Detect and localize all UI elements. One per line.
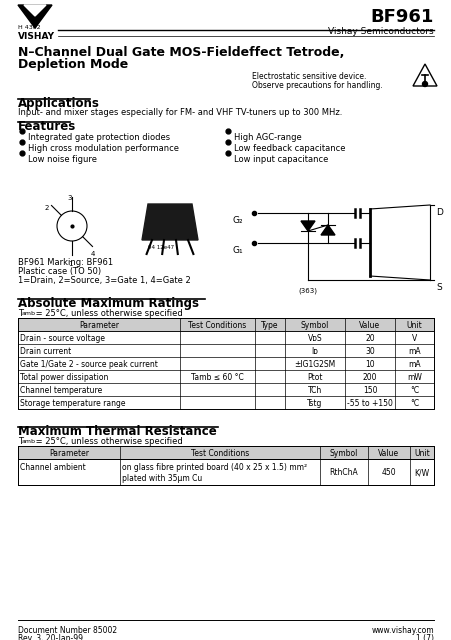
Text: plated with 35μm Cu: plated with 35μm Cu xyxy=(122,474,202,483)
Text: 4: 4 xyxy=(91,252,95,257)
Circle shape xyxy=(422,81,427,86)
Text: Electrostatic sensitive device.: Electrostatic sensitive device. xyxy=(252,72,366,81)
Text: Low feedback capacitance: Low feedback capacitance xyxy=(234,144,345,153)
Text: on glass fibre printed board (40 x 25 x 1.5) mm²: on glass fibre printed board (40 x 25 x … xyxy=(122,463,306,472)
Text: Rev. 3, 20-Jan-99: Rev. 3, 20-Jan-99 xyxy=(18,634,83,640)
Text: °C: °C xyxy=(409,386,418,395)
Text: TCh: TCh xyxy=(307,386,322,395)
Text: Vishay Semiconductors: Vishay Semiconductors xyxy=(327,27,433,36)
Text: D: D xyxy=(435,208,442,217)
Polygon shape xyxy=(142,204,198,240)
Text: 1 (7): 1 (7) xyxy=(415,634,433,640)
Bar xyxy=(18,446,433,459)
Text: Storage temperature range: Storage temperature range xyxy=(20,399,125,408)
Text: RthChA: RthChA xyxy=(329,468,358,477)
Text: K/W: K/W xyxy=(414,468,428,477)
Text: = 25°C, unless otherwise specified: = 25°C, unless otherwise specified xyxy=(33,437,182,446)
Text: Tstg: Tstg xyxy=(307,399,322,408)
Text: Test Conditions: Test Conditions xyxy=(188,321,246,330)
Text: T: T xyxy=(18,437,23,446)
Text: ±IG1G2SM: ±IG1G2SM xyxy=(294,360,335,369)
Text: Unit: Unit xyxy=(406,321,421,330)
Text: mA: mA xyxy=(407,360,420,369)
Text: Maximum Thermal Resistance: Maximum Thermal Resistance xyxy=(18,425,216,438)
Polygon shape xyxy=(320,225,334,235)
Text: Gate 1/Gate 2 - source peak current: Gate 1/Gate 2 - source peak current xyxy=(20,360,157,369)
Text: = 25°C, unless otherwise specified: = 25°C, unless otherwise specified xyxy=(33,309,182,318)
Text: (363): (363) xyxy=(297,288,316,294)
Text: mW: mW xyxy=(406,373,421,382)
Text: 1: 1 xyxy=(68,261,72,267)
Text: Iᴅ: Iᴅ xyxy=(311,347,318,356)
Text: Drain current: Drain current xyxy=(20,347,71,356)
Text: 20: 20 xyxy=(364,334,374,343)
Text: 450: 450 xyxy=(381,468,396,477)
Text: 200: 200 xyxy=(362,373,377,382)
Text: G₁: G₁ xyxy=(232,246,243,255)
Text: Document Number 85002: Document Number 85002 xyxy=(18,626,117,635)
Text: Value: Value xyxy=(377,449,399,458)
Polygon shape xyxy=(24,5,46,16)
Text: Absolute Maximum Ratings: Absolute Maximum Ratings xyxy=(18,297,198,310)
Text: 94 12e47: 94 12e47 xyxy=(147,245,174,250)
Text: amb: amb xyxy=(22,311,36,316)
Text: Depletion Mode: Depletion Mode xyxy=(18,58,128,71)
Bar xyxy=(18,318,433,331)
Polygon shape xyxy=(18,5,52,28)
Text: BF961: BF961 xyxy=(370,8,433,26)
Text: VᴅS: VᴅS xyxy=(307,334,322,343)
Text: Input- and mixer stages especially for FM- and VHF TV-tuners up to 300 MHz.: Input- and mixer stages especially for F… xyxy=(18,108,341,117)
Text: 3: 3 xyxy=(68,195,72,201)
Bar xyxy=(18,459,433,485)
Text: T: T xyxy=(18,309,23,318)
Text: High cross modulation performance: High cross modulation performance xyxy=(28,144,179,153)
Text: 10: 10 xyxy=(364,360,374,369)
Text: BF961 Marking: BF961: BF961 Marking: BF961 xyxy=(18,258,113,267)
Text: Low noise figure: Low noise figure xyxy=(28,155,97,164)
Text: Tamb ≤ 60 °C: Tamb ≤ 60 °C xyxy=(191,373,244,382)
Text: Unit: Unit xyxy=(413,449,429,458)
Text: Drain - source voltage: Drain - source voltage xyxy=(20,334,105,343)
Text: V: V xyxy=(411,334,416,343)
Text: Features: Features xyxy=(18,120,76,133)
Text: N–Channel Dual Gate MOS-Fieldeffect Tetrode,: N–Channel Dual Gate MOS-Fieldeffect Tetr… xyxy=(18,46,344,59)
Text: Parameter: Parameter xyxy=(79,321,119,330)
Polygon shape xyxy=(300,221,314,231)
Text: Type: Type xyxy=(261,321,278,330)
Text: Total power dissipation: Total power dissipation xyxy=(20,373,108,382)
Text: 1=Drain, 2=Source, 3=Gate 1, 4=Gate 2: 1=Drain, 2=Source, 3=Gate 1, 4=Gate 2 xyxy=(18,276,190,285)
Text: 150: 150 xyxy=(362,386,377,395)
Text: Value: Value xyxy=(359,321,380,330)
Text: 2: 2 xyxy=(44,205,49,211)
Text: S: S xyxy=(435,283,441,292)
Text: -55 to +150: -55 to +150 xyxy=(346,399,392,408)
Text: Plastic case (TO 50): Plastic case (TO 50) xyxy=(18,267,101,276)
Bar xyxy=(18,318,433,409)
Text: 30: 30 xyxy=(364,347,374,356)
Text: High AGC-range: High AGC-range xyxy=(234,133,301,142)
Text: Low input capacitance: Low input capacitance xyxy=(234,155,327,164)
Text: °C: °C xyxy=(409,399,418,408)
Text: Channel temperature: Channel temperature xyxy=(20,386,102,395)
Text: Symbol: Symbol xyxy=(329,449,357,458)
Text: Applications: Applications xyxy=(18,97,100,110)
Text: H 4302: H 4302 xyxy=(18,25,41,30)
Text: Integrated gate protection diodes: Integrated gate protection diodes xyxy=(28,133,170,142)
Text: G₂: G₂ xyxy=(232,216,243,225)
Text: Ptot: Ptot xyxy=(307,373,322,382)
Text: Test Conditions: Test Conditions xyxy=(190,449,249,458)
Text: Observe precautions for handling.: Observe precautions for handling. xyxy=(252,81,382,90)
Text: Symbol: Symbol xyxy=(300,321,328,330)
Text: www.vishay.com: www.vishay.com xyxy=(371,626,433,635)
Text: mA: mA xyxy=(407,347,420,356)
Bar xyxy=(18,446,433,485)
Text: Channel ambient: Channel ambient xyxy=(20,463,86,472)
Text: Parameter: Parameter xyxy=(49,449,89,458)
Text: amb: amb xyxy=(22,439,36,444)
Text: VISHAY: VISHAY xyxy=(18,32,55,41)
